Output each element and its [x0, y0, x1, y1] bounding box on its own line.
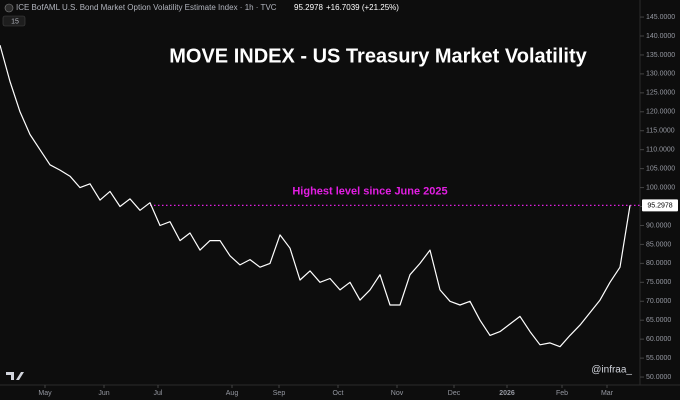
chart-title: MOVE INDEX - US Treasury Market Volatili… [169, 45, 587, 67]
annotation: Highest level since June 2025 [292, 185, 447, 197]
y-tick-label: 120.0000 [646, 109, 675, 116]
x-tick-label: Sep [273, 390, 286, 397]
y-tick-label: 140.0000 [646, 33, 675, 40]
price-tag: 95.2978 [647, 203, 672, 210]
x-tick-label: Dec [448, 390, 461, 397]
x-tick-label: May [38, 390, 52, 397]
symbol-icon [4, 3, 14, 13]
y-tick-label: 55.0000 [646, 355, 671, 362]
header-change: +16.7039 (+21.25%) [326, 3, 399, 12]
x-tick-label: Mar [601, 390, 614, 397]
y-tick-label: 75.0000 [646, 279, 671, 286]
watermark: @infraa_ [591, 365, 632, 376]
y-tick-label: 125.0000 [646, 90, 675, 97]
y-tick-label: 110.0000 [646, 147, 675, 154]
y-tick-label: 105.0000 [646, 165, 675, 172]
header: ICE BofAML U.S. Bond Market Option Volat… [16, 3, 277, 12]
y-tick-label: 135.0000 [646, 52, 675, 59]
y-tick-label: 85.0000 [646, 241, 671, 248]
badge-box [2, 15, 26, 27]
y-tick-label: 60.0000 [646, 336, 671, 343]
y-tick-label: 130.0000 [646, 71, 675, 78]
x-tick-label: Nov [391, 390, 404, 397]
y-tick-label: 90.0000 [646, 222, 671, 229]
y-tick-label: 50.0000 [646, 374, 671, 381]
price-line [0, 44, 631, 348]
x-tick-label: Jul [154, 390, 163, 397]
tv-logo [6, 372, 24, 380]
x-tick-label: 2026 [499, 390, 515, 397]
badge: 15 [11, 18, 19, 25]
y-tick-label: 65.0000 [646, 317, 671, 324]
x-tick-label: Aug [226, 390, 239, 397]
y-tick-label: 80.0000 [646, 260, 671, 267]
y-tick-label: 100.0000 [646, 184, 675, 191]
price-tag-box [642, 199, 678, 212]
y-tick-label: 145.0000 [646, 14, 675, 21]
x-tick-label: Jun [98, 390, 109, 397]
y-tick-label: 115.0000 [646, 128, 675, 135]
header-price: 95.2978 [294, 3, 323, 12]
y-tick-label: 70.0000 [646, 298, 671, 305]
x-tick-label: Feb [556, 390, 568, 397]
x-tick-label: Oct [333, 390, 344, 397]
